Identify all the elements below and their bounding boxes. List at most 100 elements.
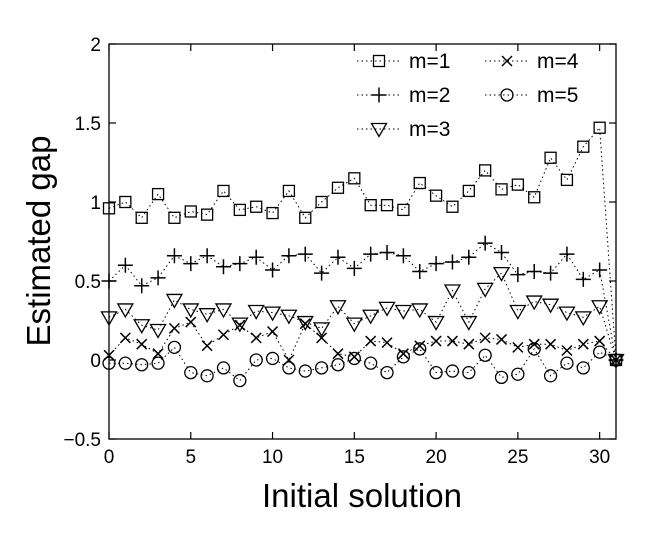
data-point	[443, 284, 462, 300]
data-point	[345, 317, 363, 333]
data-point	[266, 206, 279, 220]
x-tick-label: 15	[344, 447, 365, 468]
data-point	[543, 369, 558, 383]
data-point	[494, 370, 509, 385]
data-point	[460, 315, 478, 331]
data-point	[444, 254, 460, 270]
data-point	[346, 260, 362, 276]
data-point	[541, 298, 560, 314]
y-tick-label: 1	[90, 193, 101, 214]
data-point	[200, 369, 214, 383]
data-point	[395, 248, 411, 264]
data-point	[136, 338, 148, 350]
data-point	[316, 332, 328, 344]
data-point	[593, 121, 606, 134]
data-point	[477, 235, 493, 251]
x-tick-label: 30	[589, 447, 610, 468]
data-point	[527, 342, 541, 356]
data-point	[250, 200, 263, 213]
data-point	[397, 203, 410, 217]
legend-item: m=2	[357, 84, 450, 107]
data-point	[267, 326, 279, 338]
data-point	[511, 178, 525, 191]
data-point	[494, 245, 510, 261]
data-point	[495, 333, 508, 345]
data-point	[200, 208, 214, 221]
series-line	[108, 321, 617, 362]
data-point	[528, 191, 541, 204]
data-point	[528, 338, 540, 350]
data-point	[315, 195, 328, 209]
data-point	[363, 246, 379, 262]
data-point	[329, 300, 347, 316]
data-point	[217, 329, 230, 341]
data-point	[462, 184, 475, 198]
data-point	[250, 332, 262, 344]
data-point	[184, 205, 197, 218]
data-point	[591, 300, 609, 316]
data-point	[231, 317, 249, 333]
data-point	[479, 332, 491, 344]
data-point	[510, 267, 526, 283]
data-point	[429, 365, 443, 380]
data-point	[151, 187, 165, 201]
data-point	[364, 199, 377, 212]
data-point	[183, 256, 199, 272]
data-point	[152, 348, 164, 360]
data-point	[463, 338, 475, 350]
data-point	[492, 266, 511, 282]
series-m5	[102, 340, 623, 388]
data-point	[248, 249, 264, 265]
data-point	[331, 358, 345, 372]
data-point	[445, 364, 460, 378]
data-point	[577, 338, 589, 350]
y-tick-label: 0.5	[75, 272, 101, 293]
legend-marker	[370, 122, 388, 138]
data-point	[166, 248, 182, 264]
legend-label: m=5	[537, 84, 578, 107]
data-point	[314, 265, 330, 281]
series-m4	[103, 316, 622, 366]
legend: m=1 m=2 m=3 m=4 m=5	[357, 50, 579, 141]
data-point	[118, 356, 133, 370]
data-point	[299, 318, 311, 330]
data-point	[119, 195, 132, 209]
data-point	[413, 342, 427, 356]
data-point	[414, 340, 426, 352]
series-m3	[100, 266, 625, 369]
data-point	[461, 249, 477, 265]
x-axis-title: Initial solution	[262, 477, 462, 514]
series-line	[108, 126, 617, 361]
data-point	[526, 264, 542, 280]
data-point	[558, 306, 576, 322]
data-point	[296, 315, 314, 331]
data-point	[135, 211, 148, 224]
y-tick-label: −0.5	[63, 430, 101, 451]
data-point	[168, 211, 181, 224]
data-point	[545, 338, 557, 350]
data-point	[312, 322, 331, 338]
data-point	[217, 184, 230, 198]
data-point	[509, 304, 527, 320]
legend-label: m=1	[409, 50, 450, 73]
data-point	[314, 361, 329, 375]
data-point	[247, 304, 265, 320]
data-point	[134, 278, 150, 294]
data-point	[592, 262, 608, 278]
data-point	[525, 295, 543, 311]
x-tick-label: 20	[426, 447, 447, 468]
data-point	[364, 356, 378, 370]
data-point	[282, 184, 296, 198]
data-point	[232, 256, 248, 272]
series-m2	[101, 235, 624, 368]
data-point	[397, 348, 409, 360]
data-point	[411, 303, 429, 319]
data-point	[280, 309, 298, 325]
y-axis-title: Estimated gap	[20, 136, 57, 347]
data-point	[577, 140, 590, 153]
data-point	[378, 301, 396, 317]
data-point	[559, 246, 575, 262]
data-point	[133, 319, 151, 335]
data-point	[462, 365, 476, 380]
legend-item: m=4	[485, 50, 579, 73]
